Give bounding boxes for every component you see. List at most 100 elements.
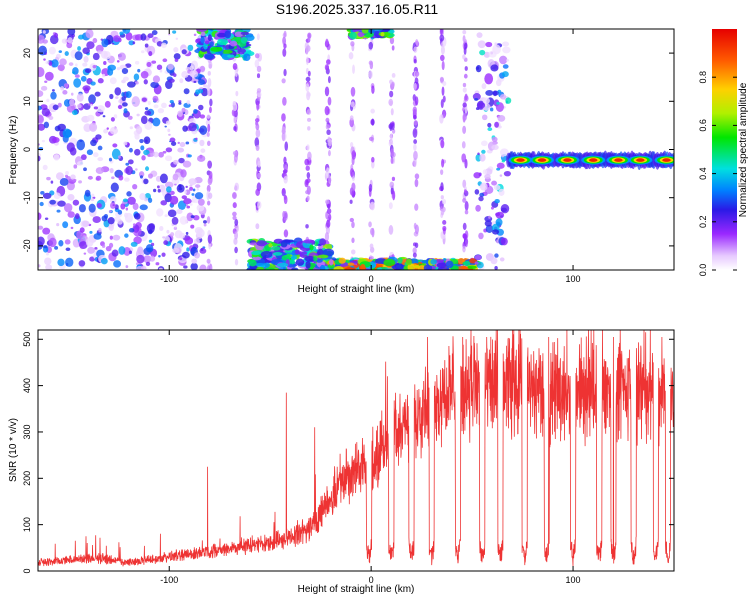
spectrogram-cell: [370, 201, 375, 211]
spectrogram-cell: [484, 73, 494, 85]
spectrogram-cell: [40, 190, 45, 195]
spectrogram-cell: [440, 169, 444, 175]
spectrogram-cell: [144, 121, 153, 130]
colorbar: 0.0 0.2 0.4 0.6 0.8 Normalized spectral ampl…: [698, 29, 749, 276]
spectrogram-cell: [179, 142, 186, 148]
spectrogram-cell: [464, 209, 469, 215]
spectrogram-cell: [113, 114, 118, 119]
spectrogram-cell: [440, 99, 444, 109]
spectrogram-cell: [132, 223, 136, 227]
spectrogram-cell: [351, 237, 355, 244]
spectrogram-cell: [491, 180, 498, 186]
spectrogram-cell: [92, 38, 98, 44]
spectrogram-cell: [178, 157, 185, 164]
snr-x-ticks: -100 0 100: [160, 330, 581, 585]
spectrogram-cell: [117, 104, 123, 110]
spectrogram-cell: [95, 175, 102, 181]
spectrogram-cell: [501, 71, 509, 78]
spectrogram-cell: [276, 262, 289, 268]
spectrogram-cell: [499, 94, 507, 100]
spectrogram-cell: [59, 178, 69, 186]
spectrogram-cell: [257, 172, 262, 179]
spectrogram-cell: [474, 255, 482, 260]
snr-background: [38, 330, 674, 571]
spectrogram-cell: [109, 93, 114, 100]
spectrogram-cell: [139, 193, 146, 201]
spectrogram-cell: [350, 86, 356, 97]
spectrogram-cell: [413, 46, 418, 53]
spectrogram-cell: [440, 195, 444, 200]
spectrogram-cell: [125, 91, 132, 98]
spectrogram-cell: [153, 188, 157, 193]
spectrogram-cell: [82, 62, 88, 67]
colorbar-tick-label: 0.4: [698, 167, 708, 180]
spectrogram-cell: [186, 100, 191, 105]
spectrogram-cell: [116, 60, 120, 63]
spectrogram-cell: [494, 199, 500, 204]
spectrogram-cell: [324, 86, 330, 97]
spectrogram-cell: [563, 158, 572, 162]
spectrogram-cell: [155, 262, 160, 266]
spectrogram-cell: [101, 215, 108, 222]
spectrogram-cell: [234, 258, 239, 266]
spectrogram-cell: [135, 265, 144, 270]
spectrogram-cell: [185, 141, 190, 145]
spectrogram-cell: [254, 118, 260, 123]
spectrogram-cell: [477, 152, 480, 156]
spectrogram-cell: [75, 63, 78, 67]
spectrogram-cell: [377, 267, 383, 270]
spectrogram-cell: [224, 30, 232, 39]
spectrogram-cell: [484, 168, 493, 175]
spectrogram-cell: [209, 263, 213, 270]
spectrogram-cell: [344, 267, 356, 270]
spectrogram-cell: [256, 65, 262, 73]
snr-y-ticks: 0 100 200 300 400 500: [22, 332, 674, 574]
spectrogram-cell: [48, 237, 57, 248]
spectrogram-cell: [107, 64, 117, 71]
spectrogram-cell: [349, 217, 354, 223]
spectrogram-cell: [193, 109, 198, 114]
spectrogram-cell: [414, 77, 419, 85]
spectrogram-cell: [313, 256, 318, 262]
spectrogram-cell: [109, 77, 117, 85]
spectrogram-cell: [347, 262, 355, 266]
spectrogram-cell: [329, 259, 334, 266]
spectrogram-cell: [496, 101, 500, 105]
spectrogram-cell: [481, 114, 488, 121]
spectrogram-cell: [103, 60, 107, 65]
spectrogram-cell: [589, 158, 598, 162]
spectrogram-cell: [78, 260, 86, 267]
spectrogram-cell: [38, 115, 44, 124]
spectrogram-cell: [112, 35, 121, 42]
spectrogram-cell: [63, 83, 69, 88]
spectrogram-cell: [63, 99, 71, 107]
spectrogram-cell: [152, 95, 159, 102]
spectrogram-cell: [129, 126, 134, 130]
spectrogram-cell: [62, 90, 68, 95]
spectrogram-cell: [371, 85, 375, 94]
spectrogram-cell: [145, 261, 151, 266]
spectrogram-cell: [485, 224, 494, 233]
spectrogram-cell: [185, 185, 188, 189]
spectrogram-cell: [121, 67, 129, 75]
x-tick-label: 100: [566, 575, 581, 585]
spectrogram-cell: [172, 173, 179, 181]
spectrogram-cell: [76, 139, 86, 151]
spectrogram-cell: [162, 236, 166, 239]
spectrogram-cell: [86, 114, 95, 122]
spectrogram-cell: [176, 184, 185, 193]
spectrogram-cell: [165, 147, 173, 153]
spectrogram-cell: [440, 54, 445, 62]
colorbar-gradient: [712, 29, 737, 270]
spectrogram-cell: [325, 199, 330, 205]
spectrogram-cell: [445, 260, 454, 269]
spectrogram-cell: [176, 208, 183, 215]
spectrogram-cell: [264, 262, 270, 268]
spectrogram-cell: [87, 103, 91, 106]
spectrogram-cell: [203, 220, 207, 224]
spectrogram-cell: [140, 71, 149, 79]
spectrogram-cell: [479, 182, 488, 191]
spectrogram-cell: [495, 211, 505, 219]
spectrogram-cell: [484, 174, 491, 180]
spectrogram-cell: [481, 149, 486, 154]
